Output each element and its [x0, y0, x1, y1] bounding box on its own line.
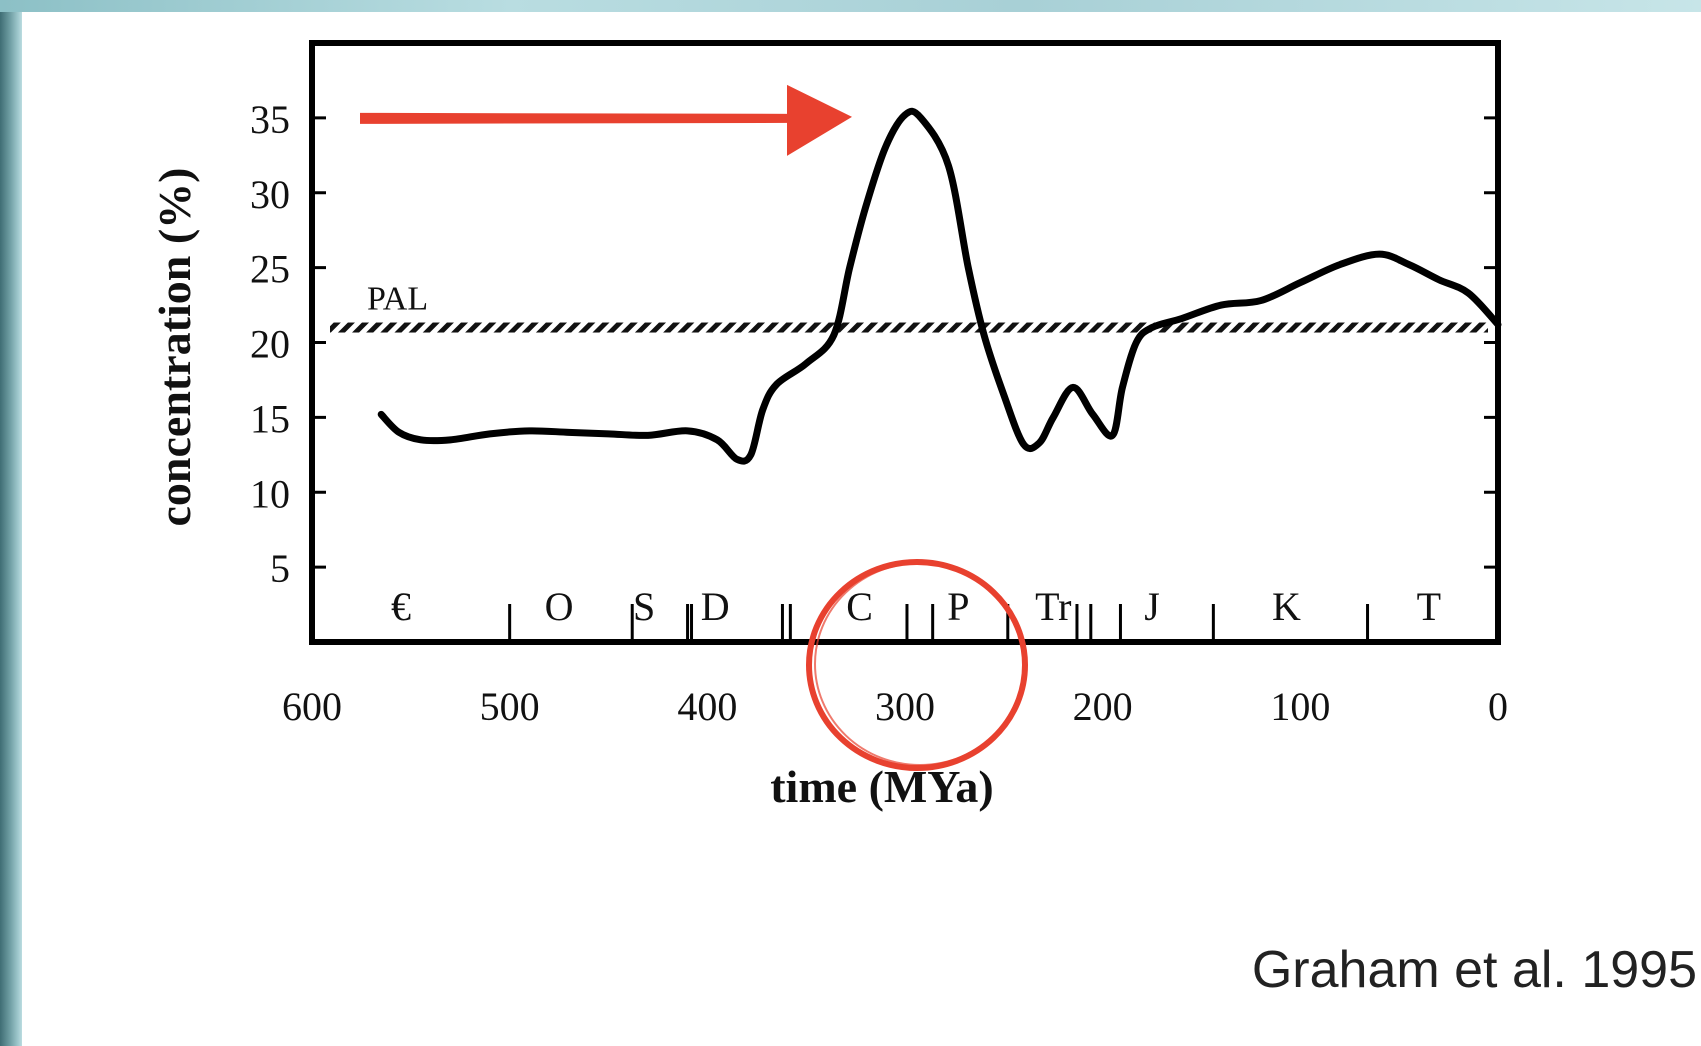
x-tick-label: 400	[677, 684, 737, 729]
concentration-line	[377, 107, 1502, 465]
period-label: €	[391, 584, 411, 629]
period-label: O	[545, 584, 574, 629]
y-tick-label: 30	[250, 172, 290, 217]
y-tick-label: 15	[250, 396, 290, 441]
background-strip	[0, 0, 1701, 12]
red-circle-highlight-stroke	[814, 562, 1026, 766]
x-tick-label: 200	[1073, 684, 1133, 729]
period-label: P	[947, 584, 969, 629]
red-arrow-head	[787, 84, 852, 156]
y-tick-label: 35	[250, 97, 290, 142]
period-label: K	[1272, 584, 1301, 629]
y-tick-label: 5	[270, 546, 290, 591]
x-tick-label: 0	[1488, 684, 1508, 729]
oxygen-concentration-chart: 5 10 15 20 25 30 35 600 500 400 300 200 100 0 € O S D C P Tr…	[149, 40, 1508, 812]
y-tick-label: 10	[250, 471, 290, 516]
period-label: C	[846, 584, 873, 629]
pal-reference-line	[330, 322, 1488, 333]
x-tick-label: 600	[282, 684, 342, 729]
slide: 5 10 15 20 25 30 35 600 500 400 300 200 100 0 € O S D C P Tr…	[22, 12, 1701, 1046]
y-tick-label: 25	[250, 247, 290, 292]
citation: Graham et al. 1995	[1251, 941, 1697, 999]
period-label: S	[633, 584, 655, 629]
pal-label: PAL	[367, 281, 428, 318]
x-tick-label: 100	[1270, 684, 1330, 729]
y-axis-title: concentration (%)	[149, 168, 200, 527]
period-label: J	[1144, 584, 1160, 629]
period-label: Tr	[1035, 584, 1071, 629]
x-axis-title: time (MYa)	[770, 761, 994, 812]
period-label: D	[701, 584, 730, 629]
x-tick-label: 300	[875, 684, 935, 729]
red-arrow-shaft	[360, 112, 792, 124]
y-tick-label: 20	[250, 322, 290, 367]
period-label: T	[1417, 584, 1441, 629]
plot-frame	[309, 40, 1501, 645]
x-tick-label: 500	[480, 684, 540, 729]
